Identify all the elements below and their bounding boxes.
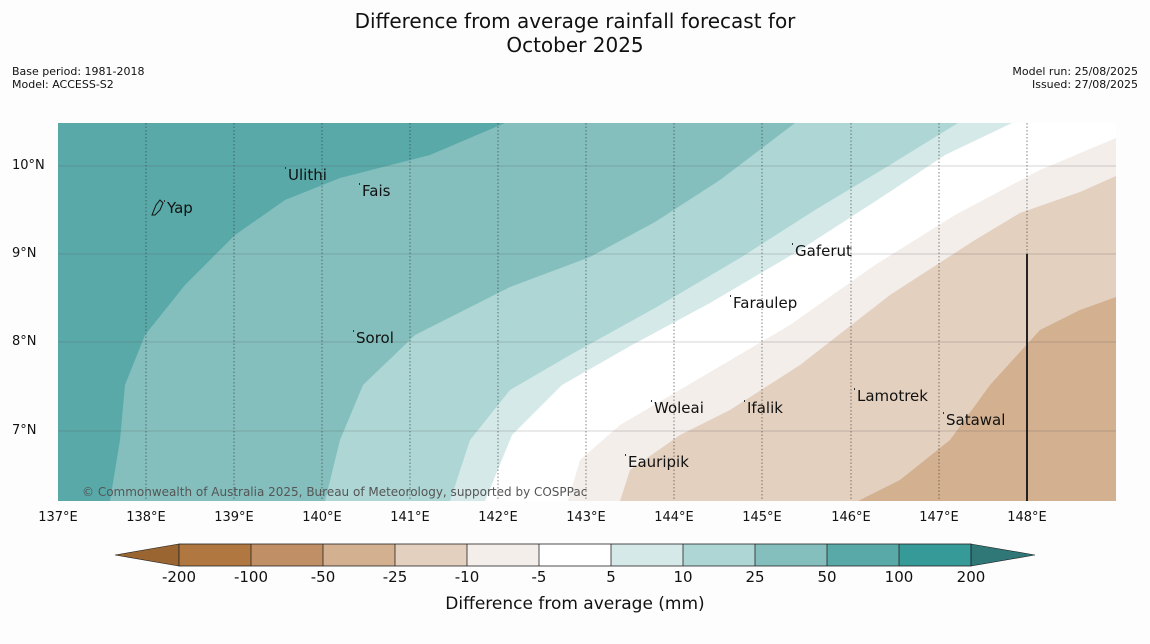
colorbar-label: -100 (233, 568, 269, 586)
yap-island-outline (151, 199, 164, 216)
lon-label-141e: 141°E (390, 510, 430, 525)
colorbar-frame (178, 543, 972, 567)
map-title: Difference from average rainfall forecas… (0, 9, 1150, 57)
longitude-gridlines (145, 123, 1028, 501)
colorbar-box-9 (755, 544, 827, 566)
colorbar-box-10 (827, 544, 899, 566)
lon-label-138e: 138°E (126, 510, 166, 525)
map-title-line2: October 2025 (506, 33, 644, 57)
place-label-yap: Yap (164, 199, 193, 217)
lon-label-143e: 143°E (566, 510, 606, 525)
colorbar-label: 25 (745, 568, 765, 586)
copyright-notice: © Commonwealth of Australia 2025, Bureau… (82, 485, 588, 499)
colorbar-label: -50 (310, 568, 336, 586)
colorbar-box-2 (251, 544, 323, 566)
colorbar-dividers (250, 544, 900, 566)
colorbar-label: -10 (454, 568, 480, 586)
rainfall-contours (58, 123, 1116, 501)
colorbar-box-3 (323, 544, 395, 566)
place-label-ifalik: Ifalik (744, 399, 783, 417)
colorbar-label: -5 (531, 568, 547, 586)
colorbar-label: 200 (956, 568, 986, 586)
place-label-satawal: Satawal (942, 411, 1006, 429)
colorbar-box-8 (683, 544, 755, 566)
base-period-text: Base period: 1981-2018 (12, 65, 145, 78)
colorbar-box-7 (611, 544, 683, 566)
colorbar (114, 543, 1036, 567)
band-minus25-minus50 (858, 297, 1116, 501)
lon-label-145e: 145°E (742, 510, 782, 525)
colorbar-high-extension (970, 543, 1036, 567)
lon-label-137e: 137°E (38, 510, 78, 525)
place-label-ulithi: Ulithi (285, 166, 327, 184)
model-run-text: Model run: 25/08/2025 (1012, 65, 1138, 78)
lon-label-140e: 140°E (302, 510, 342, 525)
colorbar-box-1 (179, 544, 251, 566)
lat-label-7n: 7°N (12, 423, 37, 438)
lon-label-147e: 147°E (919, 510, 959, 525)
colorbar-box-5 (467, 544, 539, 566)
lon-label-148e: 148°E (1007, 510, 1047, 525)
issued-text: Issued: 27/08/2025 (1031, 78, 1138, 91)
meta-right: Model run: 25/08/2025 Issued: 27/08/2025 (1012, 65, 1138, 91)
colorbar-label: -25 (382, 568, 408, 586)
colorbar-label: -200 (161, 568, 197, 586)
place-label-faraulep: Faraulep (729, 294, 798, 312)
colorbar-label: 5 (606, 568, 616, 586)
colorbar-box-4 (395, 544, 467, 566)
map-title-line1: Difference from average rainfall forecas… (354, 9, 796, 33)
lon-label-142e: 142°E (478, 510, 518, 525)
colorbar-label: 10 (673, 568, 693, 586)
colorbar-label: 50 (817, 568, 837, 586)
place-label-sorol: Sorol (353, 329, 394, 347)
place-label-woleai: Woleai (651, 399, 704, 417)
lon-label-146e: 146°E (831, 510, 871, 525)
place-label-eauripik: Eauripik (625, 453, 689, 471)
colorbar-title: Difference from average (mm) (445, 594, 705, 614)
colorbar-box-11 (899, 544, 971, 566)
colorbar-label: 100 (884, 568, 914, 586)
lat-label-10n: 10°N (12, 158, 45, 173)
lon-label-144e: 144°E (654, 510, 694, 525)
place-label-lamotrek: Lamotrek (854, 387, 928, 405)
place-label-gaferut: Gaferut (792, 242, 852, 260)
model-text: Model: ACCESS-S2 (12, 78, 114, 91)
meta-left: Base period: 1981-2018 Model: ACCESS-S2 (12, 65, 144, 91)
colorbar-low-extension (114, 543, 180, 567)
latitude-gridlines (58, 165, 1116, 432)
colorbar-box-6 (539, 544, 611, 566)
lat-label-9n: 9°N (12, 246, 37, 261)
lat-label-8n: 8°N (12, 334, 37, 349)
place-label-fais: Fais (358, 182, 391, 200)
lon-label-139e: 139°E (214, 510, 254, 525)
